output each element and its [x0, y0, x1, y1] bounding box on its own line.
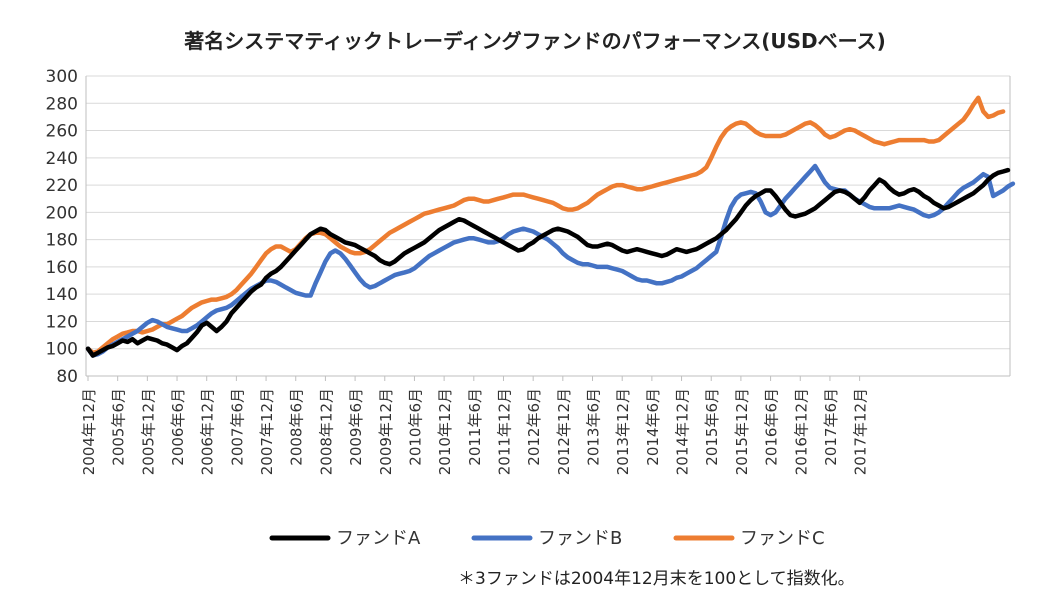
x-tick-label: 2005年6月	[110, 388, 128, 466]
legend-label: ファンドB	[538, 528, 622, 549]
x-tick-label: 2008年12月	[317, 388, 335, 475]
y-tick-label: 140	[46, 285, 78, 305]
y-tick-label: 300	[46, 67, 78, 87]
y-tick-label: 160	[46, 258, 78, 278]
y-tick-label: 260	[46, 122, 78, 142]
x-tick-label: 2010年6月	[406, 388, 424, 466]
x-tick-label: 2011年12月	[495, 388, 513, 475]
legend: ファンドA ファンドB ファンドC	[269, 528, 825, 549]
y-tick-label: 100	[46, 340, 78, 360]
legend-label: ファンドA	[336, 528, 421, 549]
x-tick-label: 2017年6月	[822, 388, 840, 466]
chart-footnote: ＊3ファンドは2004年12月末を100として指数化。	[458, 569, 855, 589]
series-line-b	[85, 163, 1016, 358]
x-tick-label: 2006年6月	[169, 388, 187, 466]
legend-label: ファンドC	[740, 528, 825, 549]
series-line-c	[85, 95, 1006, 356]
x-tick-label: 2007年12月	[258, 388, 276, 475]
x-tick-label: 2012年12月	[555, 388, 573, 475]
x-tick-label: 2004年12月	[80, 388, 98, 475]
y-tick-label: 280	[46, 94, 78, 114]
x-tick-label: 2010年12月	[436, 388, 454, 475]
x-tick-label: 2005年12月	[139, 388, 157, 475]
x-tick-label: 2012年6月	[525, 388, 543, 466]
x-tick-label: 2008年6月	[288, 388, 306, 466]
y-tick-label: 240	[46, 149, 78, 169]
grid-lines	[85, 75, 1011, 381]
y-tick-label: 200	[46, 203, 78, 223]
x-tick-label: 2006年12月	[199, 388, 217, 475]
x-tick-label: 2017年12月	[852, 388, 870, 475]
x-tick-label: 2016年12月	[792, 388, 810, 475]
x-axis-labels: 2004年12月 2005年6月 2005年12月 2006年6月 2006年12月 20…	[80, 388, 870, 475]
x-tick-label: 2014年6月	[644, 388, 662, 466]
x-tick-label: 2009年6月	[347, 388, 365, 466]
x-tick-label: 2015年6月	[703, 388, 721, 466]
y-tick-label: 120	[46, 312, 78, 332]
y-tick-label: 80	[56, 367, 78, 387]
series-line-a	[85, 167, 1011, 358]
chart-title: 著名システマティックトレーディングファンドのパフォーマンス(USDベース)	[184, 29, 886, 53]
x-tick-label: 2016年6月	[763, 388, 781, 466]
y-tick-label: 180	[46, 231, 78, 251]
x-tick-label: 2009年12月	[377, 388, 395, 475]
x-tick-label: 2007年6月	[228, 388, 246, 466]
y-axis-labels: 80 100 120 140 160 180 200 220 240 260 280 300	[46, 67, 78, 387]
x-tick-label: 2013年6月	[585, 388, 603, 466]
x-tick-label: 2015年12月	[733, 388, 751, 475]
y-tick-label: 220	[46, 176, 78, 196]
series-lines	[85, 95, 1016, 358]
x-tick-label: 2014年12月	[674, 388, 692, 475]
x-tick-label: 2013年12月	[614, 388, 632, 475]
x-tick-label: 2011年6月	[466, 388, 484, 466]
